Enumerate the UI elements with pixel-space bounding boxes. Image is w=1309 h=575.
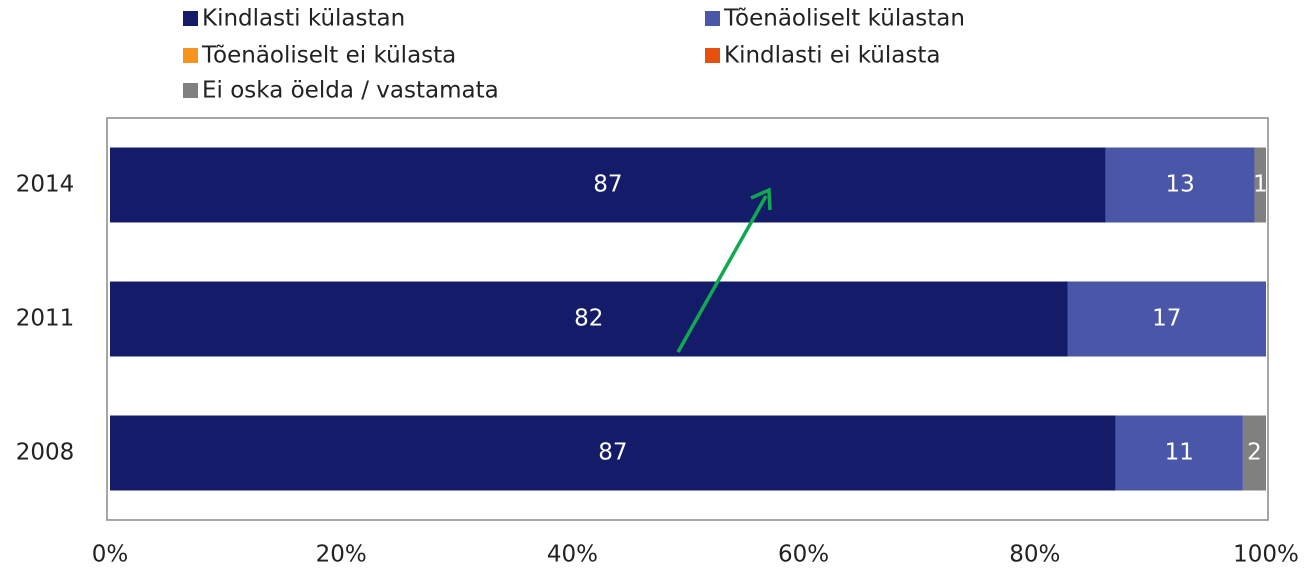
data-label: 11 bbox=[1165, 440, 1194, 466]
x-tick-label: 40% bbox=[547, 542, 598, 568]
legend-label: Ei oska öelda / vastamata bbox=[202, 78, 499, 104]
y-tick-label: 2014 bbox=[16, 172, 75, 198]
legend-swatch bbox=[183, 11, 198, 26]
y-tick-label: 2008 bbox=[16, 440, 75, 466]
legend-swatch bbox=[183, 48, 198, 63]
legend-label: Kindlasti ei külasta bbox=[724, 43, 940, 69]
legend-label: Tõenäoliselt ei külasta bbox=[201, 43, 456, 69]
data-label: 2 bbox=[1247, 440, 1262, 466]
data-label: 82 bbox=[574, 306, 603, 332]
bar-segment bbox=[1105, 147, 1255, 223]
y-tick-label: 2011 bbox=[16, 306, 75, 332]
bars: 87 13 1 82 17 87 11 2 bbox=[110, 147, 1268, 491]
legend-label: Kindlasti külastan bbox=[202, 6, 405, 32]
bar-segment bbox=[1254, 147, 1266, 223]
legend-label: Tõenäoliselt külastan bbox=[723, 6, 965, 32]
data-label: 13 bbox=[1166, 172, 1195, 198]
legend-swatch bbox=[705, 11, 720, 26]
data-label: 17 bbox=[1152, 306, 1181, 332]
bar-segment bbox=[1067, 281, 1266, 357]
bar-segment bbox=[110, 281, 1068, 357]
plot-frame bbox=[106, 117, 1269, 521]
x-tick-label: 80% bbox=[1009, 542, 1060, 568]
data-label: 87 bbox=[593, 172, 622, 198]
x-tick-label: 100% bbox=[1233, 542, 1299, 568]
data-label: 87 bbox=[598, 440, 627, 466]
data-label: 1 bbox=[1253, 172, 1268, 198]
bar-segment bbox=[110, 415, 1116, 491]
x-tick-label: 0% bbox=[92, 542, 129, 568]
bar-segment bbox=[110, 147, 1106, 223]
x-tick-label: 60% bbox=[778, 542, 829, 568]
bar-segment bbox=[1115, 415, 1243, 491]
x-tick-label: 20% bbox=[316, 542, 367, 568]
annotation-arrow bbox=[676, 187, 772, 353]
legend-swatch bbox=[183, 83, 198, 98]
legend-swatch bbox=[705, 48, 720, 63]
bar-segment bbox=[1242, 415, 1266, 491]
